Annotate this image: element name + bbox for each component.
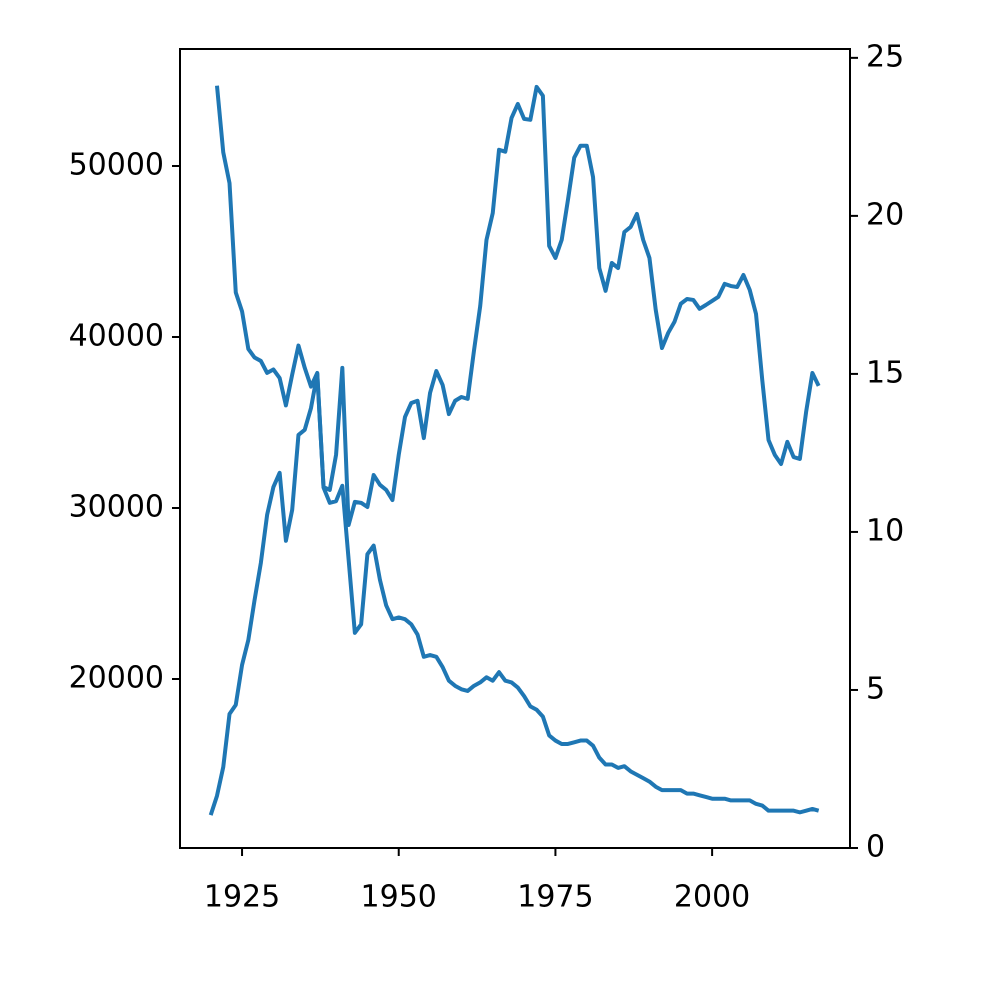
x-tick-label: 1925 (204, 880, 280, 915)
y-tick-label: 40000 (69, 318, 164, 353)
y-tick-label: 30000 (69, 489, 164, 524)
x-tick-label: 1975 (517, 880, 593, 915)
y2-tick-label: 20 (866, 197, 904, 232)
x-tick-label: 2000 (674, 880, 750, 915)
y2-tick-label: 10 (866, 513, 904, 548)
y2-tick-label: 25 (866, 39, 904, 74)
axes-frame (179, 48, 851, 849)
y2-tick-label: 5 (866, 671, 885, 706)
y-tick-label: 20000 (69, 661, 164, 696)
x-tick-label: 1950 (361, 880, 437, 915)
y-tick-label: 50000 (69, 147, 164, 182)
y2-tick-label: 0 (866, 830, 885, 865)
data-line (214, 85, 820, 815)
data-line (208, 84, 821, 816)
y2-tick-label: 15 (866, 355, 904, 390)
